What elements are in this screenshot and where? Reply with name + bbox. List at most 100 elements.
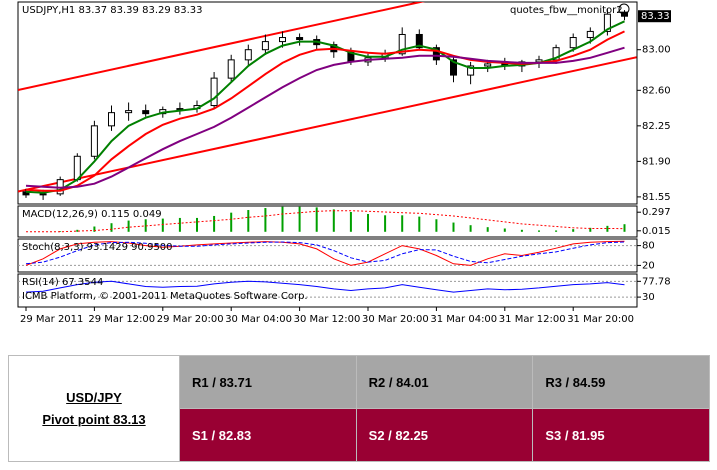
indicator-title: RSI(14) 67.3544 <box>22 277 103 288</box>
macd-bar <box>93 226 96 232</box>
candle-body <box>484 63 492 67</box>
resistance: R1 / 83.71 <box>179 355 357 409</box>
macd-bar <box>196 217 198 232</box>
support: S3 / 81.95 <box>532 408 710 462</box>
indicator-title: MACD(12,26,9) 0.115 0.049 <box>22 209 162 220</box>
candle-body <box>142 110 150 115</box>
x-tick-label: 30 Mar 12:00 <box>294 314 361 325</box>
macd-bar <box>435 219 438 232</box>
macd-bar <box>572 229 575 232</box>
macd-bar <box>418 216 421 232</box>
candle-body <box>432 47 440 61</box>
macd-bar <box>589 227 592 232</box>
candle-body <box>261 41 269 51</box>
macd-bar <box>161 218 164 232</box>
macd-bar <box>298 206 301 232</box>
y-tick-label: 80 <box>642 241 655 252</box>
y-tick-label: 81.90 <box>642 156 671 167</box>
candle-body <box>398 33 406 55</box>
macd-bar <box>555 230 558 232</box>
x-tick-label: 31 Mar 20:00 <box>567 314 634 325</box>
candle-body <box>415 33 423 49</box>
pivot-cell: USD/JPY Pivot point 83.13 <box>8 355 180 462</box>
support: S2 / 82.25 <box>355 408 534 462</box>
resistance-row: USD/JPY Pivot point 83.13 R1 / 83.71 R2 … <box>8 355 710 462</box>
trend-line <box>18 56 637 193</box>
pivot-table: USD/JPY Pivot point 83.13 R1 / 83.71 R2 … <box>8 355 710 462</box>
candle-body <box>227 59 235 79</box>
indicator-line <box>25 280 625 293</box>
y-tick-label: 0.297 <box>642 207 671 218</box>
y-tick-label: 82.25 <box>642 121 671 132</box>
macd-bar <box>503 228 506 232</box>
y-tick-label: 83.00 <box>642 45 671 56</box>
macd-bar <box>230 212 233 232</box>
macd-bar <box>144 219 147 232</box>
macd-bar <box>76 229 79 232</box>
macd-bar <box>469 225 472 232</box>
macd-bar <box>127 220 130 232</box>
macd-bar <box>606 225 609 232</box>
pair: USD/JPY <box>66 389 122 405</box>
moving-average <box>25 46 625 189</box>
candle-body <box>450 59 457 76</box>
x-tick-label: 31 Mar 12:00 <box>499 314 566 325</box>
y-tick-label: 0.015 <box>642 226 671 237</box>
macd-bar <box>520 229 523 232</box>
expert-name: quotes_fbw__monitor2 <box>510 5 623 16</box>
candle-body <box>467 65 475 76</box>
price-box <box>638 10 671 23</box>
y-tick-label: 30 <box>642 292 655 303</box>
pivot: Pivot point 83.13 <box>42 411 146 427</box>
indicator-line <box>25 241 625 265</box>
macd-bar <box>281 206 284 232</box>
x-tick-label: 29 Mar 2011 <box>20 314 83 325</box>
x-tick-label: 31 Mar 04:00 <box>430 314 497 325</box>
x-tick-label: 29 Mar 20:00 <box>157 314 224 325</box>
trend-line <box>18 2 426 92</box>
macd-bar <box>486 227 489 232</box>
macd-bar <box>452 222 455 232</box>
candle-body <box>279 37 286 43</box>
candle-body <box>90 125 98 157</box>
macd-bar <box>213 215 216 232</box>
price-label: 83.33 <box>641 11 670 22</box>
chart: USDJPY,H1 83.37 83.39 83.29 83.33 quotes_… <box>0 1 671 352</box>
macd-bar <box>384 215 387 232</box>
candle-body <box>569 37 577 49</box>
macd-bar <box>538 230 540 232</box>
support: S1 / 82.83 <box>179 408 357 462</box>
plot-area <box>18 2 637 200</box>
candle-body <box>603 13 611 32</box>
macd-bar <box>401 215 404 232</box>
resistance: R2 / 84.01 <box>355 355 534 409</box>
y-tick-label: 82.60 <box>642 85 671 96</box>
x-tick-label: 30 Mar 20:00 <box>362 314 429 325</box>
x-tick-label: 30 Mar 04:00 <box>225 314 292 325</box>
y-tick-label: 81.55 <box>642 192 671 203</box>
candle-body <box>296 37 304 41</box>
candle-body <box>210 77 218 107</box>
macd-bar <box>264 208 267 232</box>
candle-body <box>125 110 133 114</box>
resistance: R3 / 84.59 <box>532 355 710 409</box>
macd-bar <box>110 223 113 232</box>
macd-bar <box>332 209 335 232</box>
y-tick-label: 20 <box>642 260 655 271</box>
candle-body <box>108 112 115 127</box>
candle-body <box>39 193 47 196</box>
indicator-title: Stoch(8,3,3) 93.1429 90.9500 <box>22 242 173 253</box>
macd-panel <box>17 205 638 238</box>
candle-body <box>621 11 628 17</box>
candle-body <box>244 49 252 61</box>
main-panel <box>17 1 638 205</box>
y-tick-label: 77.78 <box>642 276 671 287</box>
copyright: ICMB Platform, © 2001-2011 MetaQuotes So… <box>22 291 308 302</box>
macd-bar <box>315 207 318 232</box>
macd-bar <box>247 210 250 232</box>
candle-body <box>586 30 594 39</box>
macd-bar <box>59 231 62 232</box>
chart-title: USDJPY,H1 83.37 83.39 83.29 83.33 <box>22 5 203 16</box>
macd-bar <box>178 217 181 232</box>
